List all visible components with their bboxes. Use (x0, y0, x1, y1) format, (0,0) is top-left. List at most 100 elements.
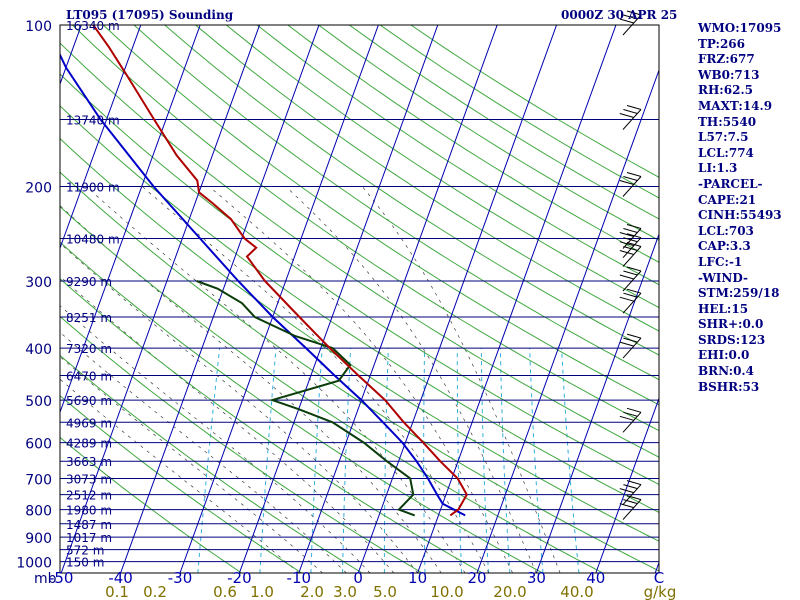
height-level-label: 3663 m (66, 455, 112, 469)
mixing-ratio-line (197, 348, 221, 573)
pressure-tick-label: 300 (25, 275, 52, 291)
temperature-tick-label: -40 (108, 569, 133, 587)
wind-barb-flag (626, 288, 642, 294)
height-level-label: 1487 m (66, 518, 112, 532)
dry-adiabat (60, 206, 604, 573)
stat-item: -PARCEL- (698, 176, 763, 191)
wind-barb (619, 242, 642, 267)
pressure-tick-label: 600 (25, 437, 52, 453)
dry-adiabat (102, 25, 659, 406)
temperature-profile-line (92, 25, 468, 517)
wind-barb-staff (622, 411, 642, 433)
wind-barb-flag (623, 411, 638, 417)
dry-adiabat (60, 241, 543, 573)
isotherm-line (120, 25, 320, 573)
mixing-ratio-tick-label: 0.1 (105, 583, 129, 600)
stat-item: LCL:703 (698, 223, 754, 238)
mixing-ratio-line (499, 348, 511, 573)
sounding-stats-list: WMO:17095 TP:266 FRZ:677 WB0:713 RH:62.5 MAXT… (698, 21, 782, 395)
temperature-tick-label: 20 (467, 569, 486, 587)
stat-item: LCL:774 (698, 145, 754, 160)
parcel-profile-line (60, 52, 466, 517)
height-level-label: 13740 m (66, 114, 120, 128)
moist-adiabat (285, 186, 537, 573)
wind-barb (619, 407, 642, 433)
wind-barb-flag (619, 415, 634, 421)
stat-item: CINH:55493 (698, 208, 782, 223)
moist-adiabat (60, 378, 300, 573)
isotherm-line (238, 25, 439, 573)
stat-item: EHI:0.0 (698, 348, 750, 363)
wind-barb (619, 333, 642, 359)
temperature-tick-label: -50 (49, 569, 74, 587)
isotherm-line (417, 25, 617, 573)
wind-barb-staff (622, 499, 642, 520)
mixing-ratio-line (456, 348, 463, 573)
dry-adiabat (164, 25, 659, 356)
mixing-ratio-tick-label: 20.0 (493, 583, 526, 600)
wind-barb-flag (623, 109, 638, 114)
isotherm-line (60, 25, 142, 250)
dry-adiabat (60, 73, 659, 485)
wind-barb-flag (626, 266, 642, 272)
isotherm-line (595, 396, 659, 573)
stat-item: FRZ:677 (698, 52, 755, 67)
wind-barb-flag (626, 233, 642, 239)
wind-barb-flag (623, 246, 638, 251)
height-level-label: 1017 m (66, 531, 112, 545)
dry-adiabat (225, 25, 659, 309)
height-level-label: 4289 m (66, 437, 112, 451)
wind-barb (619, 105, 642, 130)
isotherm-line (476, 68, 659, 573)
dry-adiabat (60, 42, 659, 458)
wind-barb-flag (623, 176, 638, 181)
pressure-tick-label: 700 (25, 473, 52, 489)
plot-frame (59, 24, 660, 574)
wind-barb-flag (626, 495, 642, 501)
wind-barb-staff (622, 484, 642, 505)
wind-barb-flag (623, 292, 638, 298)
wind-barb-flag (619, 488, 634, 494)
moist-adiabat (60, 305, 371, 573)
mixing-ratio-tick-label: 10.0 (430, 583, 463, 600)
wind-barb-flag (626, 242, 642, 247)
sounding-title: LT095 (17095) Sounding (66, 8, 234, 22)
wind-barb-staff (622, 270, 642, 292)
stat-item: BSHR:53 (698, 379, 760, 394)
dry-adiabat (195, 25, 659, 332)
height-level-label: 11900 m (66, 181, 120, 195)
dry-adiabat (60, 315, 423, 573)
height-level-label: 6470 m (66, 370, 112, 384)
stat-item: WMO:17095 (698, 21, 782, 35)
isotherm-line (357, 25, 558, 573)
stat-item: SHR+:0.0 (698, 317, 764, 332)
wind-barb-flag (619, 274, 634, 280)
wind-barb-flag (623, 484, 638, 490)
mixing-ratio-line (423, 348, 426, 573)
height-level-label: 7320 m (66, 342, 112, 356)
isotherm-line (298, 25, 498, 573)
mixing-ratio-unit-label: g/kg (644, 583, 677, 600)
mixing-ratio-line (561, 348, 580, 573)
wind-barb-flag (619, 341, 634, 347)
height-level-label: 150 m (66, 556, 104, 570)
chart-grid (60, 25, 659, 573)
temperature-tick-label: -30 (168, 569, 193, 587)
mixing-ratio-line (383, 348, 389, 573)
wind-barb-flag (623, 14, 638, 20)
height-level-label: 10480 m (66, 233, 120, 247)
stat-item: TH:5540 (698, 114, 757, 129)
mixing-ratio-tick-label: 0.6 (213, 583, 237, 600)
pressure-unit-label: mb (34, 571, 57, 587)
height-level-label: 16340 m (66, 19, 120, 33)
dewpoint-profile-line (196, 280, 416, 517)
moist-adiabat (86, 186, 466, 573)
pressure-tick-label: 800 (25, 504, 52, 520)
height-level-label: 5690 m (66, 394, 112, 408)
temperature-tick-label: 0 (353, 569, 363, 587)
stat-item: CAPE:21 (698, 192, 757, 207)
wind-barb-flag (626, 480, 642, 486)
mixing-ratio-line (529, 348, 544, 573)
wind-barb (619, 495, 642, 520)
